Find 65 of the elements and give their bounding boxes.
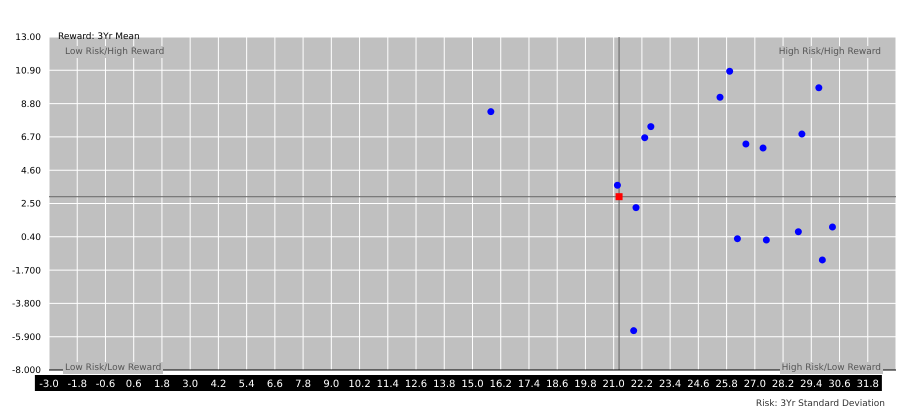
x-tick-label: 6.6 (266, 379, 283, 390)
x-tick-label: -3.0 (39, 379, 59, 390)
x-tick-label: 18.6 (546, 379, 568, 390)
x-tick-label: 13.8 (433, 379, 456, 390)
y-tick-label: 13.00 (15, 33, 42, 44)
x-axis-title: Risk: 3Yr Standard Deviation (756, 399, 885, 406)
y-tick-label: 0.40 (20, 232, 42, 243)
x-tick-label: -0.6 (96, 379, 116, 390)
x-tick-label: -1.8 (67, 379, 87, 390)
point (734, 235, 741, 242)
y-tick-label: -5.900 (12, 332, 42, 343)
point (828, 223, 836, 230)
y-tick-label: 2.50 (20, 200, 42, 210)
x-tick-label: 16.2 (490, 379, 512, 390)
point (647, 123, 654, 130)
y-tick-label: -1.700 (12, 266, 42, 276)
x-tick-label: 0.6 (126, 379, 142, 390)
point (616, 193, 623, 200)
annotation: Low Risk/Low Reward (63, 362, 164, 374)
annotation: Low Risk/High Reward (63, 46, 166, 58)
x-tick-label: 10.2 (348, 379, 371, 390)
x-tick-label: 12.6 (404, 379, 428, 390)
point (614, 182, 621, 189)
x-tick-label: 21.0 (602, 379, 625, 390)
point (632, 204, 640, 212)
y-tick-label: -8.000 (12, 366, 42, 376)
y-tick-label: -3.800 (12, 300, 42, 310)
point (726, 68, 734, 75)
x-tick-label: 9.0 (323, 379, 340, 390)
y-axis-title: Reward: 3Yr Mean (58, 32, 140, 42)
x-tick-label: 15.0 (461, 379, 484, 390)
y-tick-label: 4.60 (20, 166, 42, 176)
point (716, 94, 724, 101)
annotation: High Risk/Low Reward (780, 362, 883, 374)
x-tick-label: 11.4 (376, 379, 399, 390)
x-tick-label: 31.8 (856, 379, 879, 390)
x-tick-label: 4.2 (210, 379, 226, 390)
x-tick-label: 28.2 (772, 379, 794, 390)
point (760, 144, 767, 152)
x-tick-label: 22.2 (630, 379, 654, 390)
x-tick-label: 1.8 (154, 379, 170, 390)
point (630, 327, 638, 334)
x-tick-label: 5.4 (238, 379, 255, 390)
x-tick-label: 17.4 (518, 379, 540, 390)
point (742, 140, 750, 148)
x-tick-label: 24.6 (687, 379, 710, 390)
x-tick-label: 19.8 (574, 379, 597, 390)
x-tick-label: 7.8 (295, 379, 312, 390)
point (641, 134, 648, 142)
y-tick-label: 6.70 (20, 133, 42, 144)
point (762, 236, 770, 244)
y-tick-label: 10.90 (15, 66, 42, 76)
y-tick-label: 8.80 (20, 100, 42, 110)
point (794, 228, 802, 236)
point (818, 256, 826, 264)
x-tick-label: 29.4 (800, 379, 822, 390)
x-tick-label: 23.4 (659, 379, 682, 390)
x-tick-label: 25.8 (715, 379, 738, 390)
x-tick-label: 3.0 (182, 379, 198, 390)
annotation: High Risk/High Reward (776, 46, 883, 58)
x-tick-label: 30.6 (828, 379, 851, 390)
point (815, 84, 822, 92)
point (798, 130, 806, 138)
point (487, 108, 494, 116)
x-tick-label: 27.0 (744, 379, 766, 390)
